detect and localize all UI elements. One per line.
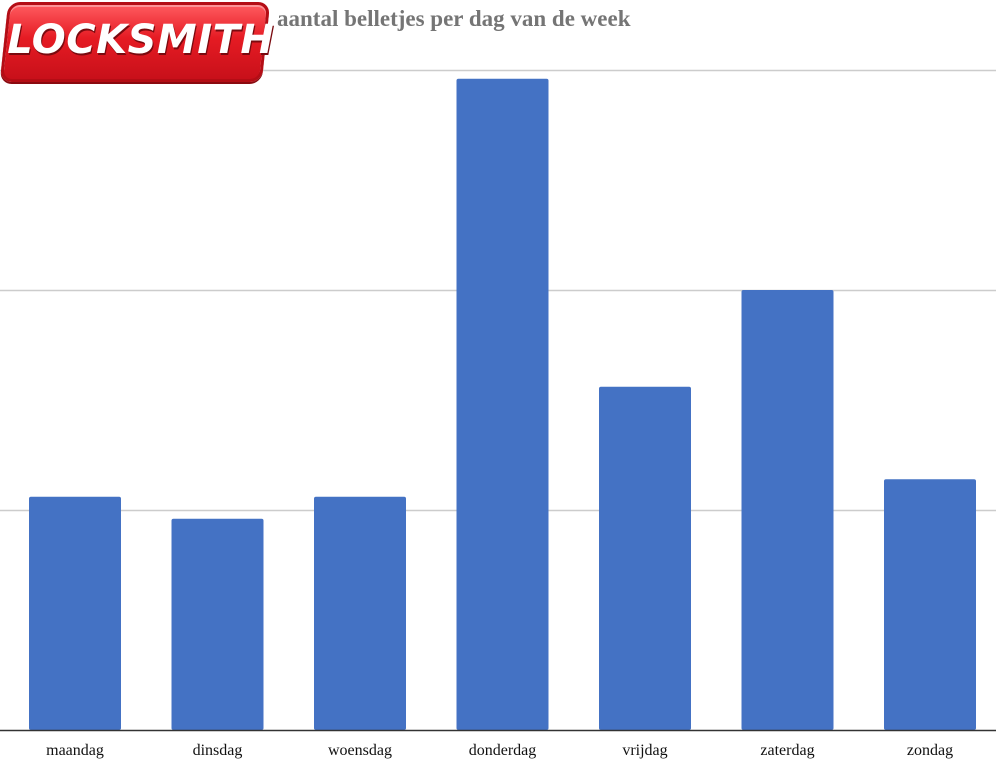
x-tick-label-dinsdag: dinsdag <box>193 742 243 759</box>
x-tick-label-zaterdag: zaterdag <box>760 742 814 759</box>
x-tick-label-donderdag: donderdag <box>469 742 537 759</box>
x-tick-label-zondag: zondag <box>907 742 953 759</box>
bar-zondag <box>884 479 976 730</box>
bar-zaterdag <box>741 290 834 730</box>
bar-vrijdag <box>599 386 691 730</box>
logo-text: LOCKSMITH <box>7 17 275 63</box>
bar-dinsdag <box>171 518 264 730</box>
bar-donderdag <box>456 78 549 731</box>
bar-woensdag <box>314 496 406 730</box>
x-tick-label-woensdag: woensdag <box>328 742 392 759</box>
bars <box>29 78 976 731</box>
x-axis-labels: maandag dinsdag woensdag donderdag vrijdag za… <box>46 742 953 759</box>
bar-maandag <box>29 496 121 730</box>
locksmith-logo: LOCKSMITH <box>0 2 275 82</box>
chart-title: aantal belletjes per dag van de week <box>277 6 631 31</box>
x-tick-label-vrijdag: vrijdag <box>622 742 667 759</box>
x-tick-label-maandag: maandag <box>46 742 104 759</box>
